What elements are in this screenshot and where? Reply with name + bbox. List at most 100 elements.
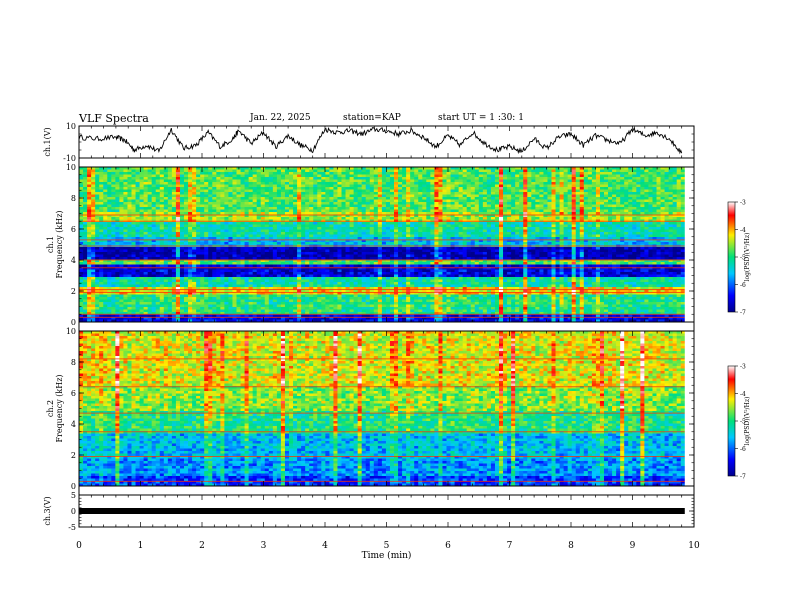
spectrogram-cell bbox=[664, 234, 670, 238]
spectrogram-cell bbox=[410, 212, 415, 215]
spectrogram-cell bbox=[196, 229, 201, 233]
spectrogram-cell bbox=[604, 179, 609, 183]
spectrogram-cell bbox=[547, 179, 552, 183]
spectrogram-cell bbox=[430, 182, 435, 185]
spectrogram-cell bbox=[450, 202, 455, 205]
spectrogram-cell bbox=[167, 224, 173, 228]
spectrogram-cell bbox=[321, 214, 326, 218]
spectrogram-cell bbox=[672, 177, 678, 180]
spectrogram-cell bbox=[204, 239, 209, 243]
spectrogram-cell bbox=[680, 187, 686, 190]
spectrogram-cell bbox=[499, 194, 504, 198]
spectrogram-cell bbox=[539, 234, 544, 238]
spectrogram-cell bbox=[264, 169, 270, 173]
spectrogram-cell bbox=[640, 227, 645, 230]
spectrogram-cell bbox=[284, 174, 290, 178]
spectrogram-cell bbox=[147, 182, 153, 185]
spectrogram-cell bbox=[119, 222, 124, 225]
spectrogram-cell bbox=[163, 192, 169, 195]
spectrogram-cell bbox=[604, 234, 609, 238]
spectrogram-cell bbox=[264, 192, 270, 195]
spectrogram-cell bbox=[474, 187, 480, 190]
spectrogram-cell bbox=[676, 214, 682, 218]
spectrogram-cell bbox=[575, 214, 581, 218]
spectrogram-cell bbox=[454, 227, 460, 230]
spectrogram-cell bbox=[276, 174, 282, 178]
spectrogram-cell bbox=[131, 234, 136, 238]
spectrogram-cell bbox=[260, 217, 266, 220]
spectrogram-cell bbox=[107, 187, 112, 190]
spectrogram-cell bbox=[377, 192, 383, 195]
spectrogram-cell bbox=[490, 177, 496, 180]
spectrogram-cell bbox=[535, 182, 540, 185]
spectrogram-cell bbox=[167, 247, 173, 250]
spectrogram-cell bbox=[620, 184, 625, 188]
spectrogram-cell bbox=[567, 184, 573, 188]
spectrogram-cell bbox=[79, 192, 84, 195]
spectrogram-cell bbox=[167, 207, 173, 210]
spectrogram-cell bbox=[664, 209, 670, 213]
spectrogram-cell bbox=[612, 232, 617, 235]
spectrogram-cell bbox=[620, 234, 625, 238]
spectrogram-cell bbox=[345, 187, 350, 190]
spectrogram-cell bbox=[462, 234, 468, 238]
spectrogram-cell bbox=[608, 199, 613, 203]
spectrogram-cell bbox=[204, 182, 209, 185]
spectrogram-cell bbox=[555, 167, 560, 170]
spectrogram-cell bbox=[345, 177, 350, 180]
spectrogram-cell bbox=[486, 209, 492, 213]
spectrogram-cell bbox=[212, 212, 217, 215]
spectrogram-cell bbox=[595, 212, 601, 215]
spectrogram-cell bbox=[313, 172, 318, 175]
spectrogram-cell bbox=[640, 247, 645, 250]
spectrogram-cell bbox=[567, 187, 573, 190]
spectrogram-cell bbox=[494, 197, 500, 200]
spectrogram-cell bbox=[289, 237, 294, 240]
spectrogram-cell bbox=[410, 172, 415, 175]
spectrogram-cell bbox=[410, 179, 415, 183]
spectrogram-cell bbox=[406, 194, 411, 198]
spectrogram-cell bbox=[559, 247, 565, 250]
spectrogram-cell bbox=[151, 204, 157, 208]
spectrogram-cell bbox=[563, 234, 569, 238]
spectrogram-cell bbox=[499, 207, 504, 210]
spectrogram-cell bbox=[503, 169, 508, 173]
spectrogram-cell bbox=[680, 174, 686, 178]
spectrogram-cell bbox=[494, 229, 500, 233]
spectrogram-cell bbox=[244, 217, 250, 220]
spectrogram-cell bbox=[87, 209, 92, 213]
spectrogram-cell bbox=[280, 197, 286, 200]
spectrogram-cell bbox=[535, 212, 540, 215]
spectrogram-cell bbox=[248, 232, 254, 235]
spectrogram-cell bbox=[297, 192, 302, 195]
spectrogram-cell bbox=[143, 172, 149, 175]
spectrogram-cell bbox=[583, 229, 589, 233]
spectrogram-cell bbox=[349, 227, 355, 230]
spectrogram-cell bbox=[672, 172, 678, 175]
spectrogram-cell bbox=[612, 202, 617, 205]
spectrogram-cell bbox=[91, 174, 96, 178]
spectrogram-cell bbox=[648, 204, 653, 208]
spectrogram-cell bbox=[236, 204, 241, 208]
spectrogram-cell bbox=[527, 179, 532, 183]
spectrogram-cell bbox=[640, 222, 645, 225]
spectrogram-cell bbox=[406, 169, 411, 173]
spectrogram-cell bbox=[353, 212, 359, 215]
spectrogram-cell bbox=[575, 247, 581, 250]
spectrogram-cell bbox=[519, 192, 524, 195]
spectrogram-cell bbox=[555, 224, 560, 228]
spectrogram-cell bbox=[515, 177, 520, 180]
spectrogram-cell bbox=[256, 207, 262, 210]
spectrogram-cell bbox=[680, 237, 686, 240]
spectrogram-cell bbox=[523, 202, 528, 205]
spectrogram-cell bbox=[123, 222, 128, 225]
spectrogram-cell bbox=[333, 172, 338, 175]
spectrogram-cell bbox=[119, 204, 124, 208]
spectrogram-cell bbox=[224, 207, 229, 210]
spectrogram-cell bbox=[151, 172, 157, 175]
spectrogram-cell bbox=[252, 172, 258, 175]
spectrogram-cell bbox=[325, 229, 330, 233]
spectrogram-cell bbox=[204, 202, 209, 205]
spectrogram-cell bbox=[676, 209, 682, 213]
spectrogram-cell bbox=[503, 227, 508, 230]
